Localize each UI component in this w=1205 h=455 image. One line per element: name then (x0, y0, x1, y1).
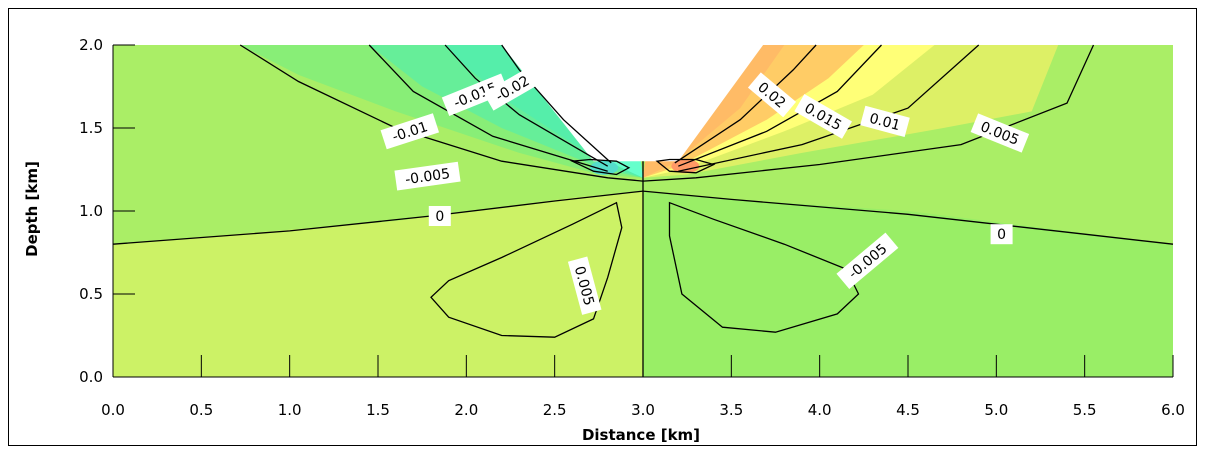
x-tick-label-4: 2.0 (454, 401, 478, 419)
y-tick-label-3: 1.5 (79, 119, 103, 137)
contour-pos-core (655, 158, 716, 174)
contour-label-8: 0.01 (860, 105, 910, 138)
contour-label-3: -0.005 (394, 161, 461, 191)
fill-pos-core (671, 159, 700, 174)
chart-frame: -0.015 -0.02 -0.01 -0.005 0 0.005 0.02 0.015 0.0… (8, 8, 1197, 446)
contour-label-box (836, 232, 899, 290)
y-tick-label-1: 0.5 (79, 285, 103, 303)
contour-label-box (747, 72, 797, 118)
contour-label-box (380, 113, 440, 150)
contour-neg-lower-loop (668, 201, 860, 333)
contour-pos-005 (642, 44, 1095, 182)
x-tick-label-10: 5.0 (984, 401, 1008, 419)
contour-label-text: 0 (997, 227, 1006, 243)
contour-label-box (567, 256, 602, 315)
y-tick-label-4: 2.0 (79, 36, 103, 54)
x-tick-label-9: 4.5 (896, 401, 920, 419)
y-tick-label-0: 0.0 (79, 368, 103, 386)
contour-label-box (990, 224, 1013, 245)
contour-label-box (483, 65, 542, 111)
contour-fills (113, 45, 1173, 377)
x-tick-label-2: 1.0 (278, 401, 302, 419)
x-tick-label-8: 4.0 (808, 401, 832, 419)
contour-pos-lower-loop (430, 201, 623, 338)
contour-neg-core (569, 158, 631, 176)
fill-lower-left (113, 191, 643, 377)
x-tick-label-11: 5.5 (1073, 401, 1097, 419)
contour-neg-020 (501, 44, 612, 164)
y-tick-label-2: 1.0 (79, 202, 103, 220)
contour-pos-010 (678, 44, 980, 172)
contour-label-box (441, 73, 509, 117)
x-tick-label-6: 3.0 (631, 401, 655, 419)
axes: 0.0 0.5 1.0 1.5 2.0 2.5 3.0 3.5 4.0 4.5 5.0 5.5 6.0 0… (79, 36, 1185, 419)
x-tick-label-5: 2.5 (543, 401, 567, 419)
contour-label-box (794, 93, 853, 139)
contour-label-text: 0.01 (868, 111, 902, 135)
contour-label-box (394, 161, 461, 191)
contour-label-4: 0 (428, 206, 451, 226)
x-tick-label-3: 1.5 (366, 401, 390, 419)
contour-label-text: 0 (435, 209, 444, 225)
contour-label-9: 0.005 (970, 113, 1030, 153)
x-tick-label-12: 6.0 (1161, 401, 1185, 419)
contour-label-text: -0.005 (404, 166, 451, 188)
x-tick-label-1: 0.5 (189, 401, 213, 419)
y-axis-title: Depth [km] (23, 161, 41, 257)
contour-neg-005 (239, 44, 644, 182)
contour-label-box (428, 206, 451, 226)
fill-mask-wedge (501, 45, 764, 162)
contour-label-10: 0 (990, 224, 1013, 245)
contour-label-box (970, 113, 1030, 153)
x-tick-label-7: 3.5 (719, 401, 743, 419)
contour-label-box (860, 105, 910, 138)
x-axis-title: Distance [km] (582, 426, 700, 444)
fill-lower-right (643, 191, 1173, 377)
x-tick-label-0: 0.0 (101, 401, 125, 419)
